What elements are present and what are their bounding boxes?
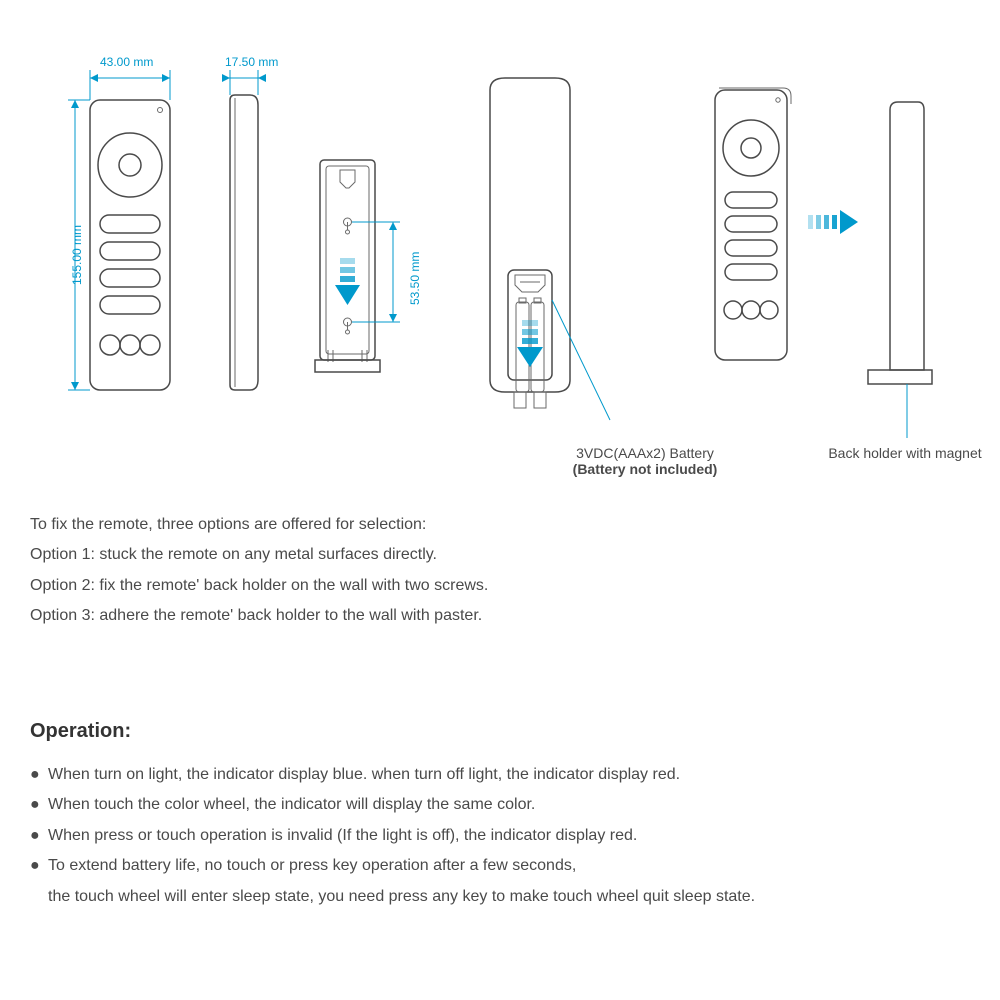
- battery-slide-arrow-icon: [517, 320, 543, 367]
- intro-opt2: Option 2: fix the remote' back holder on…: [30, 571, 488, 601]
- back-holder-view: [300, 150, 450, 410]
- op-b1: When turn on light, the indicator displa…: [48, 760, 680, 790]
- op-b3: When press or touch operation is invalid…: [48, 821, 637, 851]
- dim-width: 43.00 mm: [100, 55, 153, 69]
- intro-opt3: Option 3: adhere the remote' back holder…: [30, 601, 488, 631]
- intro-opt1: Option 1: stuck the remote on any metal …: [30, 540, 488, 570]
- intro-title: To fix the remote, three options are off…: [30, 510, 488, 540]
- attach-arrow-icon: [808, 210, 858, 234]
- mounting-instructions: To fix the remote, three options are off…: [30, 510, 488, 632]
- op-b2: When touch the color wheel, the indicato…: [48, 790, 535, 820]
- operation-heading: Operation:: [30, 720, 131, 743]
- dim-depth: 17.50 mm: [225, 55, 278, 69]
- remote-back-battery-view: [460, 70, 660, 500]
- op-b4a: To extend battery life, no touch or pres…: [48, 851, 576, 881]
- holder-caption: Back holder with magnet: [820, 445, 990, 461]
- dim-height: 155.00 mm: [70, 225, 84, 285]
- remote-with-holder-view: [700, 70, 990, 470]
- op-b4b: the touch wheel will enter sleep state, …: [48, 888, 755, 905]
- operation-list: ●When turn on light, the indicator displ…: [30, 760, 755, 912]
- diagram-area: 43.00 mm 155.00 mm 17.50 mm: [0, 50, 1000, 470]
- slide-arrow-icon: [335, 258, 360, 305]
- remote-side-view: [210, 50, 280, 430]
- dim-screw-spacing: 53.50 mm: [408, 252, 422, 305]
